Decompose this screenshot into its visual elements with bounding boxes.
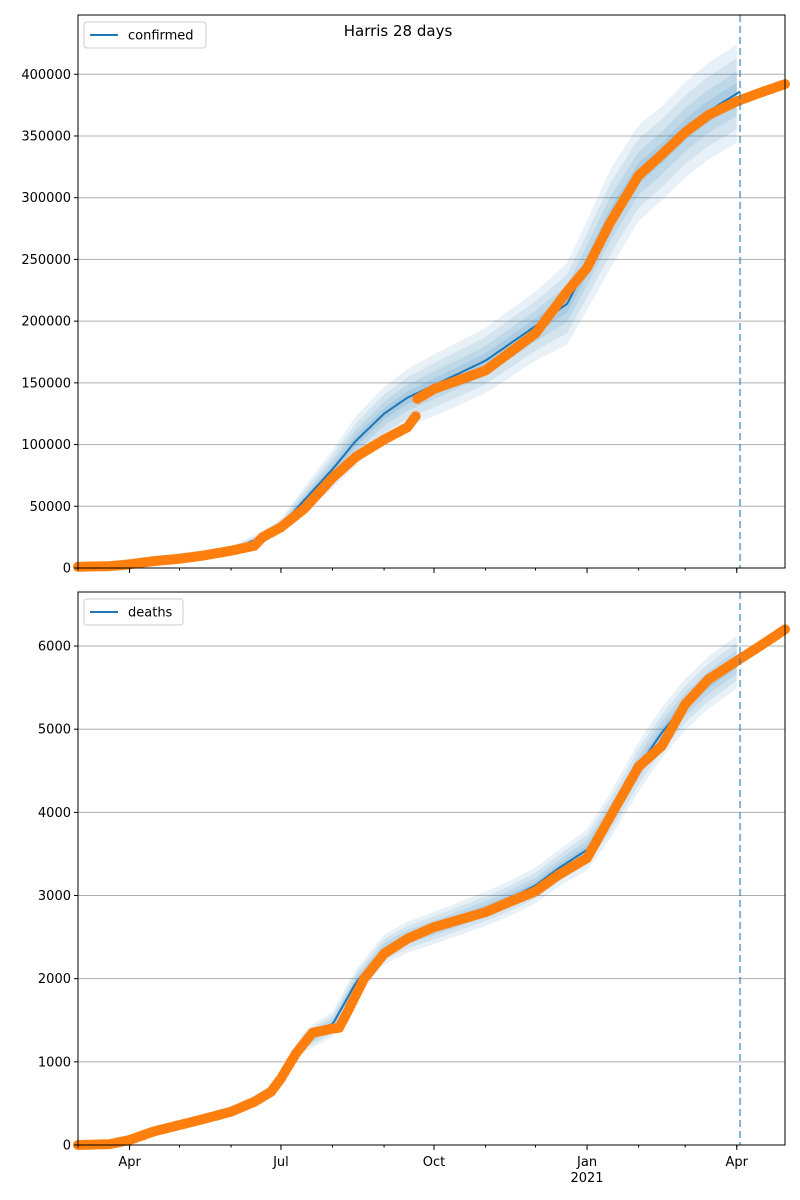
y-tick-label: 400000 [21, 68, 71, 83]
observed-series [73, 79, 790, 572]
observed-series [73, 624, 790, 1150]
y-tick-label: 6000 [38, 640, 71, 655]
y-tick-label: 3000 [38, 889, 71, 904]
axes-frame [77, 591, 786, 1146]
x-tick-label: Apr [726, 1155, 749, 1170]
legend-label: deaths [128, 606, 173, 621]
y-tick-label: 100000 [21, 438, 71, 453]
y-tick-label: 200000 [21, 315, 71, 330]
confidence-band [78, 649, 737, 1145]
x-tick-label: Apr [118, 1155, 141, 1170]
y-tick-label: 1000 [38, 1055, 71, 1070]
y-tick-label: 150000 [21, 376, 71, 391]
x-year-label: 2021 [570, 1171, 603, 1186]
axes-frame [77, 14, 786, 569]
legend-box [83, 21, 207, 49]
confidence-band [78, 44, 737, 568]
y-tick-label: 350000 [21, 129, 71, 144]
observed-point [410, 411, 421, 422]
deaths-panel: 0 1000 2000 3000 4000 5000 6000 Apr Jul Oct Jan Apr… [38, 591, 790, 1186]
y-tick-label: 0 [63, 562, 71, 577]
confidence-band [78, 635, 737, 1145]
chart-title: Harris 28 days [344, 22, 453, 40]
y-tick-label: 5000 [38, 723, 71, 738]
y-tick-label: 300000 [21, 191, 71, 206]
x-tick-label: Oct [423, 1155, 445, 1170]
y-tick-label: 250000 [21, 253, 71, 268]
confirmed-panel: 0 50000 100000 150000 200000 250000 300000 3500… [21, 14, 790, 577]
forecast-line [77, 658, 741, 1146]
legend-label: confirmed [128, 29, 194, 44]
y-tick-label: 50000 [30, 500, 71, 515]
legend-box [83, 598, 184, 626]
x-tick-label: Jan [576, 1155, 597, 1170]
y-tick-label: 0 [63, 1139, 71, 1154]
confidence-band [78, 642, 737, 1145]
y-tick-label: 2000 [38, 972, 71, 987]
legend: deaths [83, 598, 184, 626]
x-tick-label: Jul [272, 1155, 289, 1170]
legend: confirmed [83, 21, 207, 49]
y-tick-label: 4000 [38, 806, 71, 821]
